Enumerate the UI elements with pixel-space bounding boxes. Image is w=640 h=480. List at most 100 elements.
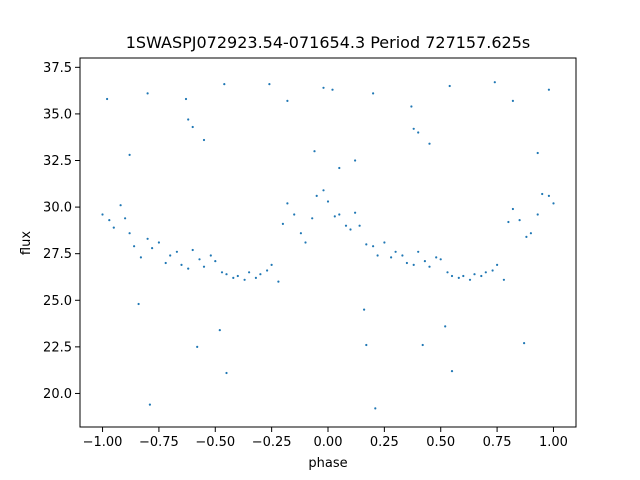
data-point <box>128 153 131 156</box>
y-axis-ticks: 20.0 22.5 25.0 27.5 30.0 32.5 35.0 37.5 <box>43 61 80 402</box>
data-point <box>496 263 499 266</box>
data-point <box>372 245 375 248</box>
x-tick-label: 0.25 <box>370 435 399 450</box>
data-point <box>270 263 273 266</box>
x-tick-label: −1.00 <box>83 435 123 450</box>
data-point <box>448 84 451 88</box>
x-axis-ticks: −1.00 −0.75 −0.50 −0.25 0.00 0.25 0.50 0.75 1.00 <box>83 427 568 450</box>
y-tick-label: 25.0 <box>43 294 72 309</box>
data-point <box>435 256 438 259</box>
data-point <box>536 151 539 155</box>
data-point <box>187 267 190 270</box>
data-point <box>358 224 361 227</box>
data-point <box>511 99 514 102</box>
data-point <box>376 254 379 257</box>
data-point <box>480 274 483 278</box>
data-point <box>338 166 341 170</box>
data-point <box>450 370 454 373</box>
x-axis-label: phase <box>308 456 347 471</box>
data-point <box>101 213 104 216</box>
data-point <box>137 302 140 306</box>
data-point <box>232 276 235 279</box>
data-point <box>133 245 136 248</box>
data-point <box>541 192 544 196</box>
y-tick-label: 22.5 <box>43 340 72 355</box>
data-point <box>220 271 224 274</box>
data-point <box>187 118 190 121</box>
y-tick-label: 30.0 <box>43 201 72 216</box>
data-point <box>428 142 431 145</box>
data-point <box>349 228 352 231</box>
data-point <box>405 261 408 265</box>
data-point <box>218 329 221 332</box>
data-point <box>511 207 514 211</box>
y-tick-label: 37.5 <box>43 61 72 76</box>
data-point <box>412 263 415 266</box>
data-point <box>439 258 442 261</box>
data-point <box>225 273 228 276</box>
data-point <box>529 232 533 235</box>
data-point <box>412 127 415 130</box>
data-point <box>322 189 325 192</box>
data-point <box>119 204 122 207</box>
data-point <box>457 276 460 279</box>
data-point <box>410 105 413 108</box>
data-point <box>128 232 131 235</box>
data-point <box>277 280 280 283</box>
data-point <box>202 265 206 268</box>
data-point <box>428 265 431 268</box>
data-point <box>423 260 426 263</box>
data-point <box>462 274 465 278</box>
data-point <box>518 219 521 222</box>
data-point <box>338 213 341 216</box>
x-tick-label: −0.50 <box>195 435 235 450</box>
data-point <box>180 263 183 266</box>
data-point <box>313 150 316 153</box>
data-point <box>112 226 115 229</box>
data-point <box>124 217 127 220</box>
data-point <box>507 220 510 224</box>
data-point <box>552 202 555 205</box>
data-point <box>354 159 357 162</box>
data-point <box>450 274 454 278</box>
data-point <box>383 241 386 244</box>
data-point <box>202 138 206 142</box>
y-tick-label: 27.5 <box>43 247 72 262</box>
data-point <box>184 97 188 101</box>
data-point <box>547 194 551 197</box>
data-point <box>175 250 178 253</box>
data-point <box>547 88 551 91</box>
data-point <box>286 99 289 102</box>
data-point <box>473 273 476 276</box>
data-point <box>372 92 375 95</box>
data-point <box>196 345 199 348</box>
y-tick-label: 32.5 <box>43 154 72 169</box>
data-point <box>390 256 393 259</box>
data-point <box>236 274 239 278</box>
data-point <box>169 254 172 257</box>
data-point <box>363 308 366 311</box>
data-point <box>225 371 228 375</box>
data-point <box>401 254 404 257</box>
y-tick-label: 20.0 <box>43 387 72 402</box>
x-tick-label: 1.00 <box>539 435 568 450</box>
data-point <box>157 241 160 244</box>
data-point <box>354 211 357 214</box>
data-point <box>446 271 449 274</box>
data-point <box>254 276 257 279</box>
data-point <box>248 271 251 274</box>
data-point <box>148 403 151 406</box>
x-tick-label: −0.75 <box>139 435 179 450</box>
data-point <box>106 97 109 101</box>
x-tick-label: 0.00 <box>314 435 343 450</box>
data-point <box>394 250 397 253</box>
data-point <box>322 86 325 89</box>
data-point <box>286 202 289 205</box>
data-point <box>108 219 111 222</box>
x-tick-label: 0.50 <box>426 435 455 450</box>
data-point <box>268 83 271 86</box>
data-point <box>484 271 487 274</box>
data-point <box>243 278 246 281</box>
data-point <box>299 232 302 235</box>
